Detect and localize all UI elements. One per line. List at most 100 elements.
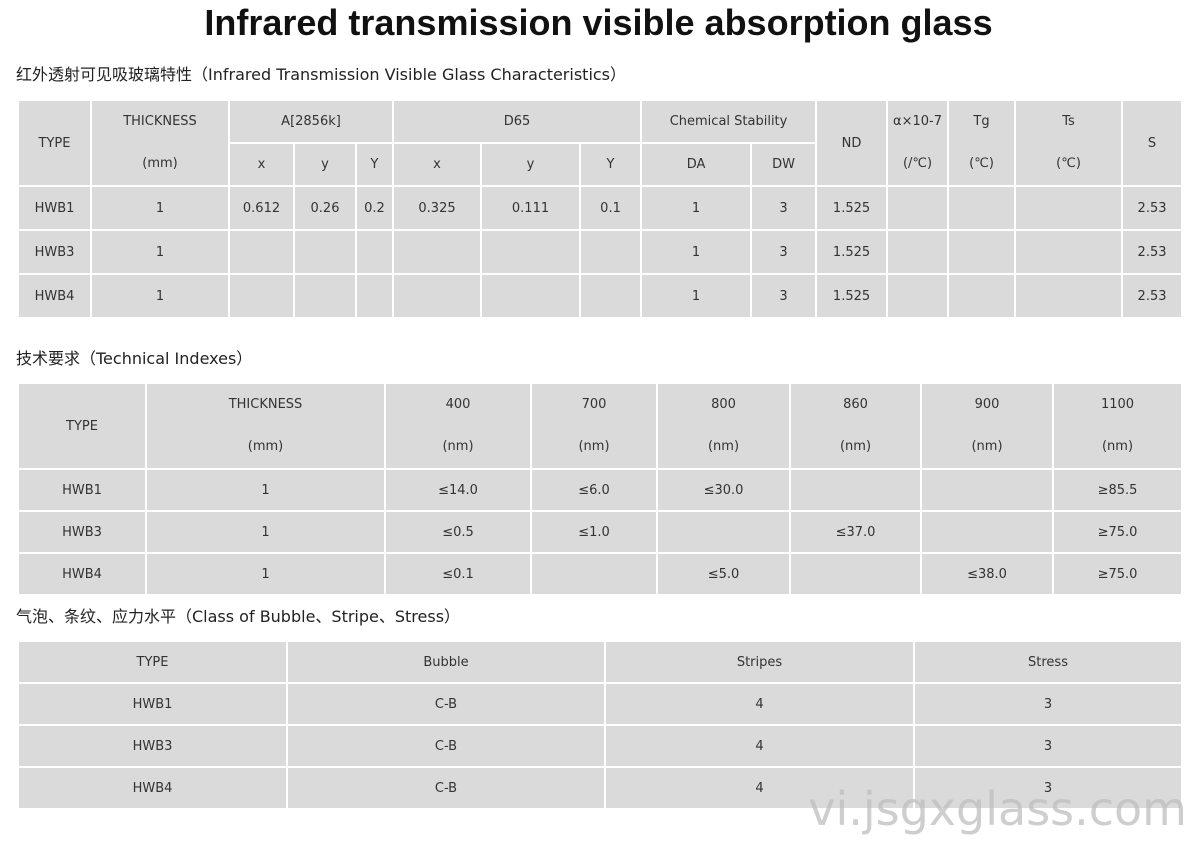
cell: HWB3 bbox=[17, 510, 147, 554]
cell: C-B bbox=[286, 724, 606, 768]
cell-line: 860 bbox=[843, 397, 868, 412]
cell: HWB3 bbox=[17, 229, 92, 275]
header-row: TYPE THICKNESS (mm) A[2856k] D65 Chemical Sta… bbox=[17, 99, 1184, 187]
cell-line: 800 bbox=[711, 397, 736, 412]
cell bbox=[947, 185, 1017, 231]
cell-line: Tg bbox=[973, 114, 990, 129]
cell: ≤14.0 bbox=[384, 468, 532, 512]
watermark: vi.jsgxglass.com bbox=[808, 782, 1187, 836]
cell: ≤6.0 bbox=[530, 468, 658, 512]
cell: Ts (℃) bbox=[1014, 99, 1124, 187]
section-heading: 技术要求（Technical Indexes） bbox=[16, 349, 253, 368]
cell: Stripes bbox=[604, 640, 915, 684]
cell bbox=[228, 273, 295, 319]
cell-line: THICKNESS bbox=[228, 397, 303, 412]
cell: 1 bbox=[640, 229, 753, 275]
cell-line: THICKNESS bbox=[123, 114, 197, 129]
cell-line: (nm) bbox=[707, 439, 740, 454]
cell: 900 (nm) bbox=[920, 382, 1054, 470]
title: Infrared transmission visible absorption… bbox=[204, 2, 993, 43]
row: HWB3 C-B 4 3 bbox=[17, 724, 1183, 768]
cell: S bbox=[1121, 99, 1184, 187]
cell-line: 400 bbox=[445, 397, 471, 412]
cell: HWB1 bbox=[17, 185, 92, 231]
cell bbox=[947, 229, 1017, 275]
cell: 860 (nm) bbox=[789, 382, 922, 470]
cell: 1 bbox=[145, 510, 386, 554]
cell bbox=[354, 273, 395, 319]
cell: 700 (nm) bbox=[530, 382, 658, 470]
cell: Stress bbox=[913, 640, 1183, 684]
cell: D65 bbox=[392, 99, 643, 144]
cell: THICKNESS (mm) bbox=[145, 382, 386, 470]
cell: 1 bbox=[145, 468, 386, 512]
row: HWB3 1 1 3 1.525 2.53 bbox=[17, 229, 1184, 275]
cell: ≥85.5 bbox=[1052, 468, 1183, 512]
cell-line: (℃) bbox=[969, 156, 994, 171]
cell bbox=[354, 229, 395, 275]
cell bbox=[579, 229, 643, 275]
cell: Y bbox=[579, 142, 643, 187]
cell bbox=[392, 273, 483, 319]
cell: ≤1.0 bbox=[530, 510, 658, 554]
cell: HWB4 bbox=[17, 766, 288, 810]
cell bbox=[656, 510, 791, 554]
cell: 3 bbox=[913, 766, 1183, 810]
cell: 0.2 bbox=[354, 185, 395, 231]
section-heading: 红外透射可见吸玻璃特性（Infrared Transmission Visibl… bbox=[16, 65, 627, 84]
row: HWB4 1 1 3 1.525 2.53 bbox=[17, 273, 1184, 319]
cell: HWB4 bbox=[17, 273, 92, 319]
table: TYPE THICKNESS (mm) 400 (nm) 700 (nm) 800 (nm) 86… bbox=[17, 382, 1183, 596]
cell: α×10-7 (/℃) bbox=[886, 99, 950, 187]
cell-line: (mm) bbox=[247, 439, 284, 454]
cell: Y bbox=[354, 142, 395, 187]
cell: 3 bbox=[750, 229, 818, 275]
cell: x bbox=[228, 142, 295, 187]
cell: DA bbox=[640, 142, 753, 187]
cell: 1.525 bbox=[815, 273, 889, 319]
row: HWB1 1 0.612 0.26 0.2 0.325 0.111 0.1 1 3 1.525 2.5… bbox=[17, 185, 1184, 231]
cell: ≤0.5 bbox=[384, 510, 532, 554]
cell: HWB1 bbox=[17, 468, 147, 512]
cell-line: (nm) bbox=[971, 439, 1003, 454]
cell: ≥75.0 bbox=[1052, 510, 1183, 554]
cell: ≥75.0 bbox=[1052, 552, 1183, 596]
cell: A[2856k] bbox=[227, 99, 395, 144]
cell: 1 bbox=[90, 185, 230, 231]
cell: ≤5.0 bbox=[656, 552, 791, 596]
header-row: TYPE Bubble Stripes Stress bbox=[17, 640, 1183, 684]
cell: 4 bbox=[604, 766, 915, 810]
cell: 0.612 bbox=[228, 185, 295, 231]
cell-line: (/℃) bbox=[902, 156, 933, 171]
cell: 4 bbox=[604, 682, 915, 726]
cell bbox=[228, 229, 295, 275]
cell bbox=[1014, 185, 1124, 231]
cell bbox=[886, 185, 950, 231]
cell-line: (nm) bbox=[578, 439, 610, 454]
cell: 2.53 bbox=[1121, 229, 1184, 275]
cell: TYPE bbox=[17, 382, 147, 470]
cell: ND bbox=[815, 99, 889, 187]
cell: ≤0.1 bbox=[384, 552, 532, 596]
cell bbox=[886, 229, 950, 275]
cell: 0.1 bbox=[579, 185, 643, 231]
cell: 1.525 bbox=[815, 229, 889, 275]
cell bbox=[293, 273, 357, 319]
cell: DW bbox=[750, 142, 818, 187]
cell: 1.525 bbox=[815, 185, 889, 231]
table: TYPE THICKNESS (mm) A[2856k] D65 Chemical Sta… bbox=[17, 99, 1184, 319]
cell bbox=[920, 510, 1054, 554]
cell: 3 bbox=[750, 273, 818, 319]
cell-line: (℃) bbox=[1056, 156, 1081, 171]
cell: 1 bbox=[145, 552, 386, 596]
cell-line: 900 bbox=[974, 397, 1000, 412]
cell: 3 bbox=[913, 724, 1183, 768]
cell: Chemical Stability bbox=[640, 99, 818, 144]
cell: 1 bbox=[640, 185, 753, 231]
cell: 1 bbox=[640, 273, 753, 319]
cell-line: (mm) bbox=[142, 156, 178, 171]
row: HWB4 1 ≤0.1 ≤5.0 ≤38.0 ≥75.0 bbox=[17, 552, 1183, 596]
header-row: TYPE THICKNESS (mm) 400 (nm) 700 (nm) 800 (nm) 86… bbox=[17, 382, 1183, 470]
cell bbox=[293, 229, 357, 275]
